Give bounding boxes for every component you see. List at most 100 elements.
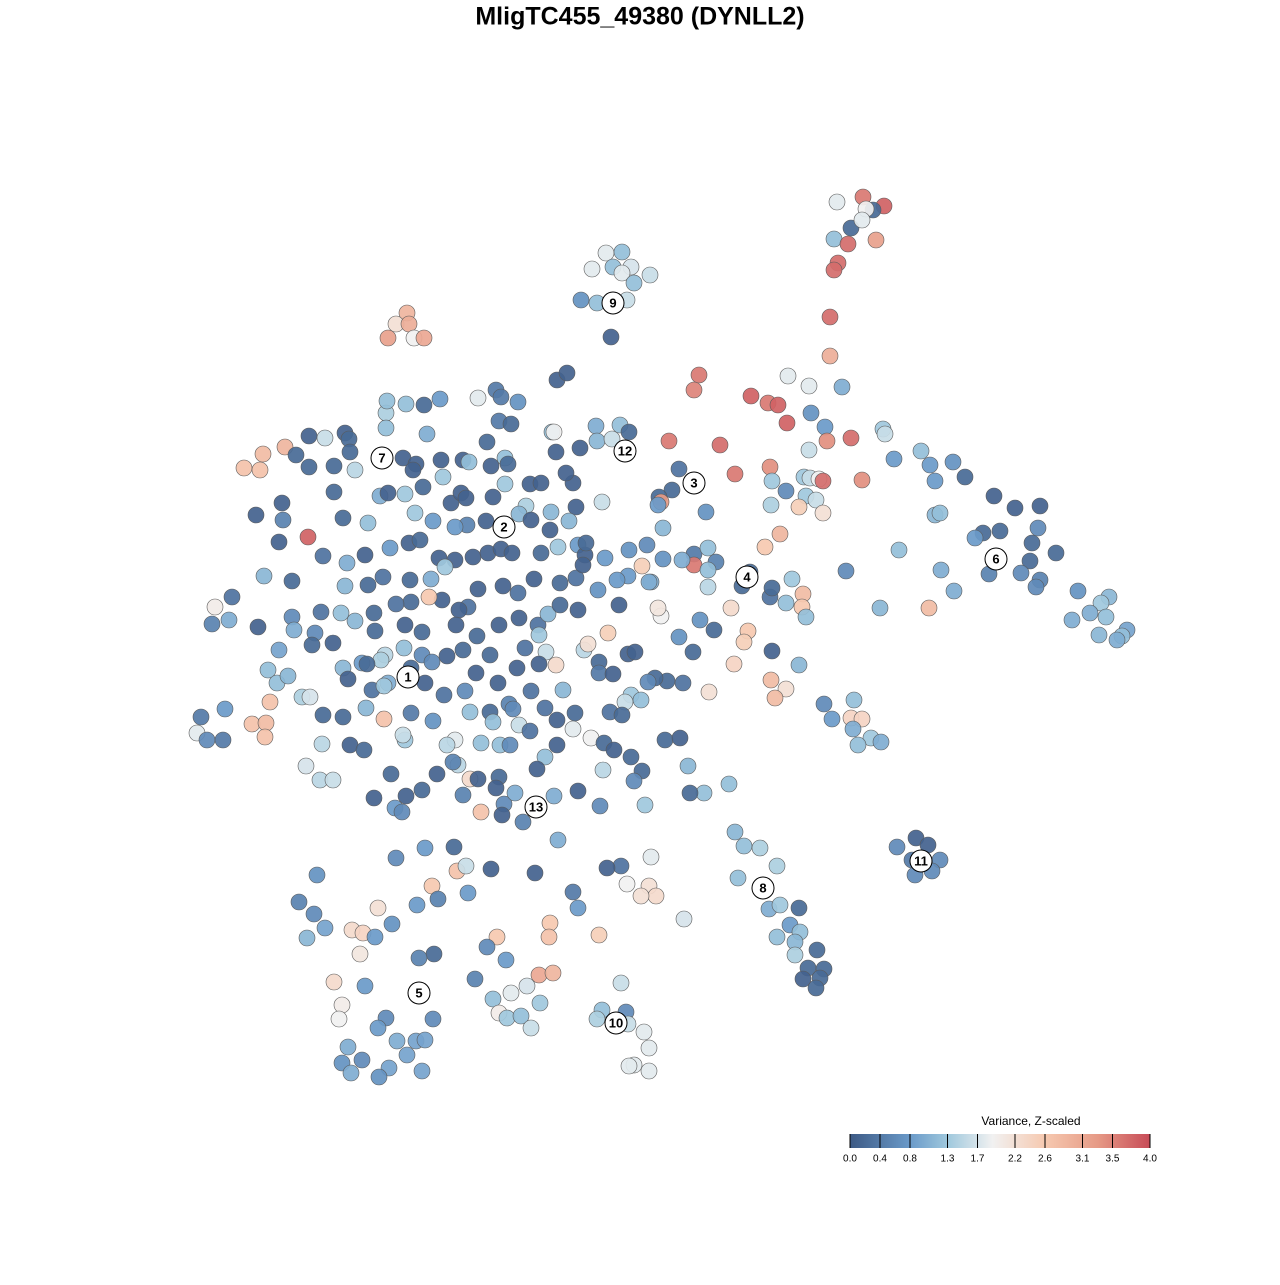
point (332, 604, 350, 622)
point (477, 512, 495, 530)
point (587, 417, 605, 435)
point (632, 887, 650, 905)
point (351, 945, 369, 963)
point (1029, 519, 1047, 537)
point (273, 494, 291, 512)
point (512, 1007, 530, 1025)
point (571, 439, 589, 457)
point (656, 731, 674, 749)
point (956, 468, 974, 486)
point (823, 710, 841, 728)
point (339, 1038, 357, 1056)
point (235, 459, 253, 477)
point (510, 609, 528, 627)
point (259, 661, 277, 679)
point (590, 664, 608, 682)
point (369, 899, 387, 917)
point (685, 381, 703, 399)
point (622, 748, 640, 766)
point (429, 890, 447, 908)
point (285, 621, 303, 639)
point (777, 594, 795, 612)
colorbar-tick-label: 0.4 (873, 1154, 887, 1165)
point (365, 789, 383, 807)
point (569, 782, 587, 800)
point (387, 595, 405, 613)
point (654, 550, 672, 568)
cluster-marker (909, 849, 933, 873)
point (610, 596, 628, 614)
point (303, 636, 321, 654)
point (223, 588, 241, 606)
point (424, 1010, 442, 1028)
cluster-label: 13 (529, 799, 543, 814)
point (762, 496, 780, 514)
point (424, 512, 442, 530)
point (424, 712, 442, 730)
point (478, 433, 496, 451)
point (640, 1062, 658, 1080)
point (461, 703, 479, 721)
point (853, 211, 871, 229)
point (768, 928, 786, 946)
point (489, 674, 507, 692)
point (642, 848, 660, 866)
point (469, 389, 487, 407)
point (413, 1062, 431, 1080)
point (410, 949, 428, 967)
point (420, 588, 438, 606)
point (397, 787, 415, 805)
point (890, 541, 908, 559)
point (216, 700, 234, 718)
point (649, 599, 667, 617)
point (1047, 544, 1065, 562)
point (438, 736, 456, 754)
point (501, 736, 519, 754)
point (625, 772, 643, 790)
point (493, 806, 511, 824)
point (790, 498, 808, 516)
point (574, 556, 592, 574)
point (478, 938, 496, 956)
point (401, 571, 419, 589)
point (633, 557, 651, 575)
point (413, 781, 431, 799)
point (828, 193, 846, 211)
cluster-label: 3 (690, 475, 697, 490)
point (414, 478, 432, 496)
point (871, 599, 889, 617)
point (394, 726, 412, 744)
point (514, 813, 532, 831)
point (446, 518, 464, 536)
point (488, 928, 506, 946)
point (761, 458, 779, 476)
point (613, 264, 631, 282)
point (257, 714, 275, 732)
point (203, 615, 221, 633)
point (699, 561, 717, 579)
point (422, 570, 440, 588)
point (618, 875, 636, 893)
point (402, 593, 420, 611)
point (726, 823, 744, 841)
point (545, 423, 563, 441)
point (214, 731, 232, 749)
point (359, 576, 377, 594)
cluster-label: 8 (759, 880, 766, 895)
point (416, 1031, 434, 1049)
point (825, 261, 843, 279)
point (825, 230, 843, 248)
point (551, 574, 569, 592)
point (1108, 631, 1126, 649)
colorbar-tick-label: 3.5 (1106, 1154, 1120, 1165)
point (522, 1019, 540, 1037)
point (640, 1039, 658, 1057)
point (502, 415, 520, 433)
point (839, 235, 857, 253)
point (506, 784, 524, 802)
point (567, 569, 585, 587)
point (579, 635, 597, 653)
point (751, 839, 769, 857)
point (482, 457, 500, 475)
